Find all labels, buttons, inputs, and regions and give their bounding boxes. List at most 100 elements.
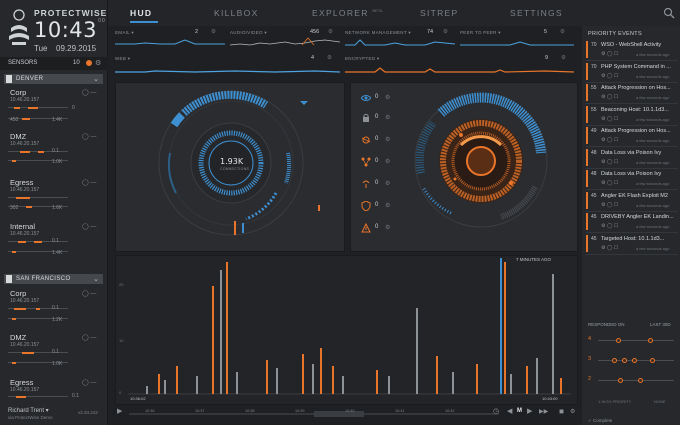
priority-event-item[interactable]: 48 Data Loss via Poison Ivy ⚙ ◯ ☐ a few sec… [586, 169, 678, 190]
tab-hud[interactable]: HUD [130, 8, 153, 18]
response-dot[interactable] [638, 378, 643, 383]
shield-icon[interactable] [361, 201, 371, 211]
gear-icon[interactable]: ⚙ [95, 60, 102, 67]
search-icon[interactable] [663, 7, 675, 19]
event-action-icons[interactable]: ⚙ ◯ ☐ [601, 180, 619, 186]
response-dot[interactable] [650, 358, 655, 363]
gear-icon[interactable]: ⚙ [560, 29, 565, 35]
gear-icon[interactable]: ⚙ [443, 29, 448, 35]
previous-icon[interactable]: ◀ [507, 408, 513, 415]
priority-event-item[interactable]: 45 Angler EK Flash Exploit M2 ⚙ ◯ ☐ a few s… [586, 191, 678, 212]
complete-status[interactable]: ✓ Complete [588, 418, 613, 423]
gear-icon[interactable]: ⚙ [385, 159, 391, 165]
gear-icon[interactable]: ⚙ [385, 95, 391, 101]
sensor-controls[interactable]: ◯ — [82, 335, 97, 341]
response-dot[interactable] [612, 358, 617, 363]
gear-icon[interactable]: ⚙ [327, 55, 332, 61]
gear-icon[interactable]: ⚙ [211, 29, 216, 35]
response-dot[interactable] [616, 338, 621, 343]
metric-encrypted[interactable]: ENCRYPTED ▾ 9 ⚙ [345, 55, 574, 76]
network-icon[interactable] [361, 157, 371, 167]
metric-email[interactable]: EMAIL ▾ 2 ⚙ [115, 29, 225, 50]
speed-toggle[interactable]: M [517, 408, 522, 414]
event-action-icons[interactable]: ⚙ ◯ ☐ [601, 115, 619, 122]
sensor-sf-dmz[interactable]: DMZ 10.46.20.157 ◯ — 0.1 1.0K [8, 333, 104, 383]
gear-icon[interactable]: ⚙ [385, 181, 391, 187]
event-action-icons[interactable]: ⚙ ◯ ☐ [601, 51, 619, 57]
chevron-down-icon[interactable]: ⌄ [93, 76, 99, 83]
gear-icon[interactable]: ⚙ [385, 203, 391, 209]
eye-icon[interactable] [361, 93, 371, 103]
sensor-sf-corp[interactable]: Corp 10.46.20.157 ◯ — 0.1 1.2K [8, 289, 104, 339]
region-denver[interactable]: DENVER ⌄ [4, 74, 103, 84]
tab-settings[interactable]: SETTINGS [510, 8, 563, 18]
sensor-controls[interactable]: ◯ — [82, 134, 97, 140]
sensor-denver-corp[interactable]: Corp 10.46.20.157 ◯ — 0 450 1.4K [8, 88, 104, 138]
event-title[interactable]: PHP System Command in ... [601, 63, 671, 70]
lock-icon[interactable] [361, 113, 371, 123]
broadcast-icon[interactable] [361, 179, 371, 189]
priority-event-item[interactable]: 70 WSO - WebShell Activity ⚙ ◯ ☐ a few seco… [586, 40, 678, 61]
settings-icon[interactable]: ⚙ [570, 409, 576, 415]
response-dot[interactable] [632, 358, 637, 363]
event-action-icons[interactable]: ⚙ ◯ ☐ [601, 201, 619, 208]
gear-icon[interactable]: ⚙ [385, 225, 391, 231]
event-title[interactable]: Beaconing Host: 10.1.1d3... [601, 106, 669, 113]
priority-event-item[interactable]: 55 Attack Progression on Hos... ⚙ ◯ ☐ a few… [586, 83, 678, 104]
sensors-header[interactable]: SENSORS 10 ⚙ [0, 57, 108, 70]
tab-killbox[interactable]: KILLBOX [214, 8, 259, 18]
next-icon[interactable]: ▶ [527, 408, 533, 415]
priority-event-item[interactable]: 55 Beaconing Host: 10.1.1d3... ⚙ ◯ ☐ a few … [586, 105, 678, 126]
priority-event-item[interactable]: 48 Data Loss via Poison Ivy ⚙ ◯ ☐ a few sec… [586, 148, 678, 169]
gear-icon[interactable]: ⚙ [385, 137, 391, 143]
play-icon[interactable]: ▶ [117, 408, 123, 415]
sensor-sf-egress[interactable]: Egress 10.46.20.157 ◯ — 0.1 [8, 378, 104, 402]
event-title[interactable]: Angler EK Flash Exploit M2 [601, 192, 668, 199]
metric-web[interactable]: WEB ▾ 4 ⚙ [115, 55, 340, 76]
user-name[interactable]: Richard Trent ▾ [8, 408, 49, 414]
event-title[interactable]: Targeted Host: 10.1.1d3... [601, 235, 665, 242]
region-san-francisco[interactable]: SAN FRANCISCO ⌄ [4, 274, 103, 284]
event-action-icons[interactable]: ⚙ ◯ ☐ [601, 223, 619, 229]
metric-network-management[interactable]: NETWORK MANAGEMENT ▾ 74 ⚙ [345, 29, 455, 50]
priority-event-item[interactable]: 49 Attack Progression on Hos... ⚙ ◯ ☐ a few… [586, 126, 678, 147]
chevron-down-icon[interactable]: ⌄ [93, 276, 99, 283]
response-head-right[interactable]: LAST 30D [650, 322, 671, 327]
event-action-icons[interactable]: ⚙ ◯ ☐ [601, 72, 619, 79]
event-action-icons[interactable]: ⚙ ◯ ☐ [601, 244, 619, 251]
clock-icon[interactable]: ◷ [493, 408, 500, 415]
user-menu[interactable]: Richard Trent ▾ via ProtectWise Demo v2.… [8, 405, 104, 423]
event-title[interactable]: WSO - WebShell Activity [601, 42, 662, 48]
gear-icon[interactable]: ⚙ [561, 55, 566, 61]
response-dot[interactable] [648, 338, 653, 343]
sensor-controls[interactable]: ◯ — [82, 224, 97, 230]
response-dot[interactable] [622, 358, 627, 363]
gear-icon[interactable]: ⚙ [385, 115, 391, 121]
live-toggle[interactable]: ◼ [559, 409, 564, 415]
event-title[interactable]: Data Loss via Poison Ivy [601, 149, 662, 156]
event-title[interactable]: Attack Progression on Hos... [601, 85, 671, 91]
playback-scrubber[interactable] [129, 411, 499, 417]
sensor-denver-internal[interactable]: Internal 10.46.20.157 ◯ — 0.1 1.4K [8, 222, 104, 272]
sensor-denver-dmz[interactable]: DMZ 10.46.20.157 ◯ — 0.1 1.0K [8, 132, 104, 182]
event-title[interactable]: Attack Progression on Hos... [601, 128, 671, 134]
metric-audio-video[interactable]: AUDIO/VIDEO ▾ 456 ⚙ [230, 29, 340, 50]
priority-event-item[interactable]: 70 PHP System Command in ... ⚙ ◯ ☐ a few se… [586, 62, 678, 83]
priority-event-item[interactable]: 45 DRIVEBY Angler EK Landin... ⚙ ◯ ☐ a few … [586, 212, 678, 233]
skip-icon[interactable]: ▶▶ [539, 409, 549, 415]
sensor-controls[interactable]: ◯ — [82, 90, 97, 96]
metric-peer-to-peer[interactable]: PEER TO PEER ▾ 5 ⚙ [460, 29, 574, 50]
bug-icon[interactable] [361, 135, 371, 145]
sensor-controls[interactable]: ◯ — [82, 380, 97, 386]
gear-icon[interactable]: ⚙ [328, 29, 333, 35]
sensor-controls[interactable]: ◯ — [82, 291, 97, 297]
priority-event-item[interactable]: 45 Targeted Host: 10.1.1d3... ⚙ ◯ ☐ a few s… [586, 234, 678, 255]
sensor-controls[interactable]: ◯ — [82, 180, 97, 186]
tab-sitrep[interactable]: SITREP [420, 8, 459, 18]
sensor-denver-egress[interactable]: Egress 10.46.20.157 ◯ — 302 1.6K [8, 178, 104, 228]
event-action-icons[interactable]: ⚙ ◯ ☐ [601, 137, 619, 143]
alert-icon[interactable] [361, 223, 371, 233]
event-title[interactable]: Data Loss via Poison Ivy [601, 171, 662, 177]
response-dot[interactable] [618, 378, 623, 383]
event-action-icons[interactable]: ⚙ ◯ ☐ [601, 94, 619, 100]
